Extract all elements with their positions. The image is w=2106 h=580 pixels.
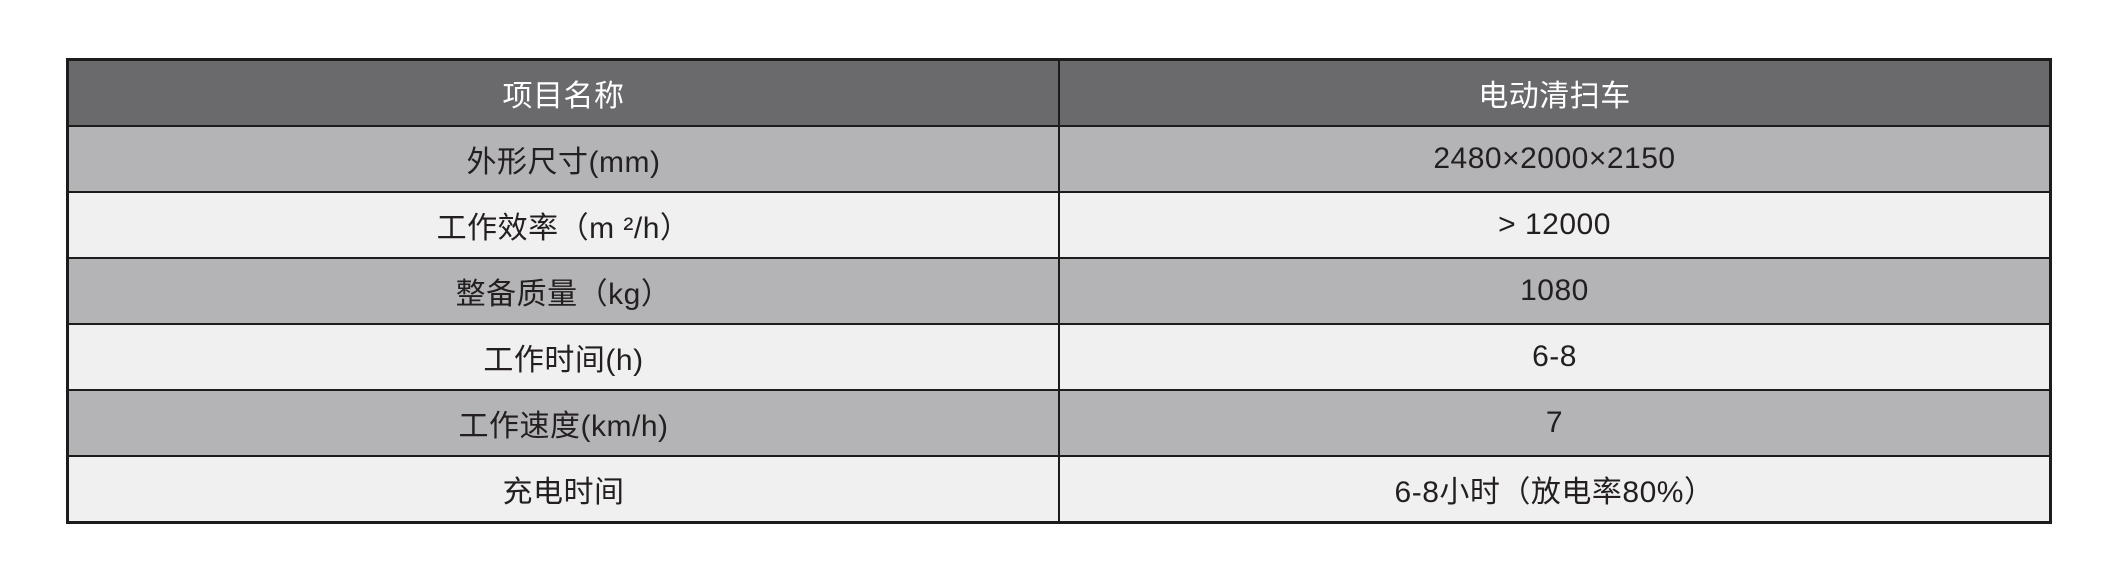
spec-table: 项目名称 电动清扫车 外形尺寸(mm) 2480×2000×2150 工作效率（…	[66, 58, 2052, 524]
table-row: 整备质量（kg） 1080	[66, 256, 2052, 325]
spec-label-curb-weight: 整备质量（kg）	[66, 256, 1060, 325]
spec-label-work-speed: 工作速度(km/h)	[66, 389, 1060, 458]
spec-label-work-efficiency: 工作效率（m ²/h）	[66, 190, 1060, 259]
spec-value-dimensions: 2480×2000×2150	[1058, 124, 2052, 193]
header-cell-product-name: 电动清扫车	[1058, 58, 2052, 127]
spec-label-charge-time: 充电时间	[66, 455, 1060, 524]
header-row: 项目名称 电动清扫车	[66, 58, 2052, 127]
table-row: 工作时间(h) 6-8	[66, 322, 2052, 392]
table-row: 工作速度(km/h) 7	[66, 389, 2052, 458]
spec-value-work-time: 6-8	[1058, 322, 2052, 392]
table-row: 工作效率（m ²/h） > 12000	[66, 190, 2052, 259]
table-row: 外形尺寸(mm) 2480×2000×2150	[66, 124, 2052, 193]
spec-value-charge-time: 6-8小时（放电率80%）	[1058, 455, 2052, 524]
header-cell-item-name: 项目名称	[66, 58, 1060, 127]
spec-value-work-efficiency: > 12000	[1058, 190, 2052, 259]
spec-value-work-speed: 7	[1058, 389, 2052, 458]
spec-label-work-time: 工作时间(h)	[66, 322, 1060, 392]
spec-label-dimensions: 外形尺寸(mm)	[66, 124, 1060, 193]
spec-value-curb-weight: 1080	[1058, 256, 2052, 325]
table-row: 充电时间 6-8小时（放电率80%）	[66, 455, 2052, 524]
